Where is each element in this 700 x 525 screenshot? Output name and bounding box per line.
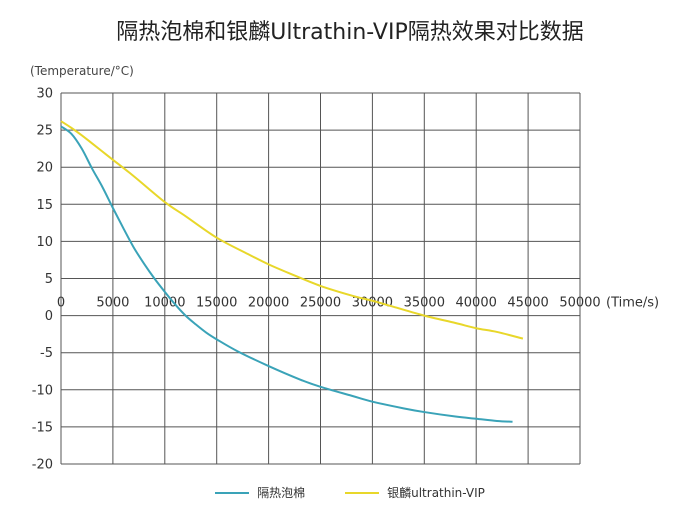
legend-label-vip: 银麟ultrathin-VIP xyxy=(387,486,485,500)
x-tick-label: 0 xyxy=(57,296,65,311)
y-tick-label: -10 xyxy=(32,383,53,398)
legend-swatch-vip xyxy=(345,491,380,494)
x-tick-label: 15000 xyxy=(196,296,237,311)
x-tick-label: 25000 xyxy=(300,296,341,311)
legend-item-vip: 银麟ultrathin-VIP xyxy=(345,484,485,501)
legend-item-foam: 隔热泡棉 xyxy=(215,484,305,501)
x-tick-label: 50000 xyxy=(559,296,600,311)
y-tick-label: 5 xyxy=(45,272,53,287)
y-tick-label: 20 xyxy=(36,161,53,176)
y-tick-label: -15 xyxy=(32,420,53,435)
legend: 隔热泡棉 银麟ultrathin-VIP xyxy=(0,484,700,501)
x-tick-label: 45000 xyxy=(507,296,548,311)
y-tick-label: -5 xyxy=(40,346,53,361)
x-tick-label: 40000 xyxy=(456,296,497,311)
y-tick-label: 30 xyxy=(36,87,53,102)
legend-label-foam: 隔热泡棉 xyxy=(257,486,306,500)
x-tick-label: 30000 xyxy=(352,296,393,311)
y-tick-label: 10 xyxy=(36,235,53,250)
x-axis-label: (Time/s) xyxy=(606,296,659,311)
y-tick-label: 0 xyxy=(45,309,53,324)
y-tick-label: 15 xyxy=(36,198,53,213)
x-tick-label: 35000 xyxy=(404,296,445,311)
legend-swatch-foam xyxy=(215,491,250,494)
series-line-1 xyxy=(60,120,524,340)
x-tick-label: 20000 xyxy=(248,296,289,311)
y-axis-label: (Temperature/°C) xyxy=(30,64,134,78)
series-line-0 xyxy=(60,125,513,423)
y-tick-label: -20 xyxy=(32,458,53,473)
chart-title: 隔热泡棉和银麟Ultrathin-VIP隔热效果对比数据 xyxy=(116,20,584,45)
x-tick-label: 5000 xyxy=(96,296,129,311)
x-tick-label: 10000 xyxy=(144,296,185,311)
y-tick-label: 25 xyxy=(36,124,53,139)
